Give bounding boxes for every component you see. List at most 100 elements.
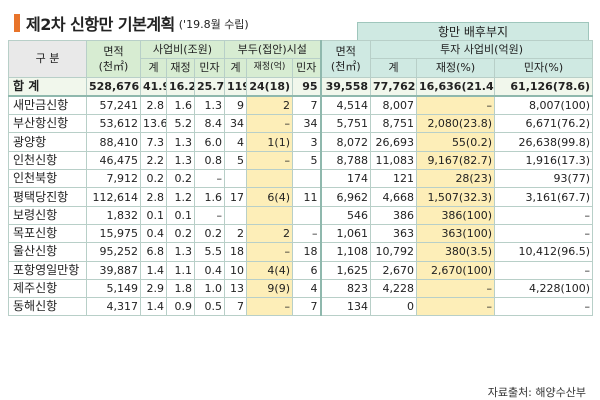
cell-h-area: 174	[319, 169, 372, 189]
cell-c-total: 13.6	[140, 114, 167, 134]
cell-p-total: 4	[224, 132, 248, 152]
cell-c-fiscal: 0.2	[166, 169, 195, 189]
cell-p-private: 6	[292, 260, 322, 280]
cell-h-fiscal: 380(3.5)	[416, 242, 496, 262]
col-header-hb-private: 민자(%)	[494, 58, 594, 78]
cell-area: 112,614	[86, 187, 141, 207]
cell-c-fiscal: 1.3	[166, 150, 195, 171]
cell-p-fiscal: –	[246, 150, 294, 171]
cell-h-area: 823	[319, 278, 372, 299]
table-row: 목포신항 15,975 0.4 0.2 0.2 2 2–1,061 363 363(100) –	[8, 223, 594, 244]
cell-p-private: 18	[292, 242, 322, 262]
cell-h-private: –	[494, 223, 594, 244]
cell-h-total: 386	[370, 205, 418, 225]
page-title: 제2차 신항만 기본계획	[26, 15, 175, 34]
cell-p-private: 95	[292, 76, 322, 97]
cell-h-area: 8,788	[319, 150, 372, 171]
cell-h-area: 5,751	[319, 114, 372, 134]
col-header-cost-private: 민자	[193, 58, 226, 78]
cell-c-fiscal: 1.3	[166, 242, 195, 262]
cell-name: 부산항신항	[8, 114, 87, 134]
cell-p-total: 10	[224, 260, 248, 280]
cell-c-total: 2.8	[140, 187, 167, 207]
cell-h-total: 26,693	[370, 132, 418, 152]
cell-h-total: 11,083	[370, 150, 418, 171]
cell-h-fiscal: 1,507(32.3)	[416, 187, 496, 207]
cell-name: 목포신항	[8, 223, 87, 244]
cell-c-private: 5.5	[193, 242, 226, 262]
table-row: 포항영일만항 39,887 1.4 1.1 0.4 10 4(4) 6 1,625 2,670 2,…	[8, 260, 594, 280]
cell-p-total	[224, 205, 248, 225]
cell-c-fiscal: 0.9	[166, 297, 195, 317]
cell-p-private: 4	[292, 278, 322, 299]
cell-p-fiscal: 4(4)	[246, 260, 294, 280]
col-header-biz-cost: 사업비(조원)	[139, 39, 226, 60]
cell-p-total: 17	[224, 187, 248, 207]
cell-c-total: 2.2	[140, 150, 167, 171]
cell-c-fiscal: 1.8	[166, 278, 195, 299]
cell-p-fiscal: 1(1)	[246, 132, 294, 152]
title-marker-icon	[14, 14, 20, 32]
cell-area: 46,475	[86, 150, 141, 171]
cell-p-total: 18	[224, 242, 248, 262]
cell-h-total: 10,792	[370, 242, 418, 262]
cell-h-private: 6,671(76.2)	[494, 114, 594, 134]
cell-name: 합 계	[8, 76, 87, 97]
col-header-hb-invest: 투자 사업비(억원)	[370, 39, 594, 60]
cell-c-private: 0.2	[193, 223, 226, 244]
cell-h-fiscal: 9,167(82.7)	[416, 150, 496, 171]
table-row: 인천북항 7,912 0.2 0.2–174 121 28(23) 93(77)	[8, 169, 594, 189]
cell-c-private: 25.7	[193, 76, 226, 97]
cell-p-total: 5	[224, 150, 248, 171]
cell-c-fiscal: 0.2	[166, 223, 195, 244]
cell-p-fiscal: 24(18)	[246, 76, 294, 97]
cell-name: 포항영일만항	[8, 260, 87, 280]
cell-area: 39,887	[86, 260, 141, 280]
cell-h-area: 1,061	[319, 223, 372, 244]
cell-h-private: 4,228(100)	[494, 278, 594, 299]
cell-p-private: 3	[292, 132, 322, 152]
hinterland-group-header: 항만 배후부지	[357, 22, 589, 41]
cell-h-fiscal: 2,670(100)	[416, 260, 496, 280]
cell-h-private: 93(77)	[494, 169, 594, 189]
cell-area: 4,317	[86, 297, 141, 317]
cell-h-total: 4,668	[370, 187, 418, 207]
col-header-hb-total: 계	[370, 58, 418, 78]
cell-p-fiscal: 2	[246, 223, 294, 244]
col-header-pier-fiscal: 재정(억)	[246, 58, 294, 78]
cell-p-private: 7	[292, 95, 322, 116]
col-header-area: 면적 (천㎡)	[86, 40, 141, 78]
table-row: 광양항 88,410 7.3 1.3 6.0 4 1(1) 3 8,072 26,693 55(0.…	[8, 132, 594, 152]
port-plan-table: 구 분 면적 (천㎡) 사업비(조원) 부두(접안)시설 면적 (천㎡) 투자 사업…	[8, 39, 594, 317]
cell-c-private: 1.3	[193, 95, 226, 116]
cell-h-private: –	[494, 297, 594, 317]
cell-name: 제주신항	[8, 278, 87, 299]
cell-p-total: 2	[224, 223, 248, 244]
cell-name: 울산신항	[8, 242, 87, 262]
cell-c-total: 0.4	[140, 223, 167, 244]
cell-name: 인천북항	[8, 169, 87, 189]
cell-c-private: 1.6	[193, 187, 226, 207]
cell-p-private: 7	[292, 297, 322, 317]
table-row: 동해신항 4,317 1.4 0.9 0.5 7–7 134 0– –	[8, 297, 594, 317]
cell-c-total: 0.2	[140, 169, 167, 189]
table-row: 제주신항 5,149 2.9 1.8 1.0 13 9(9) 4 823 4,228–4,228(…	[8, 278, 594, 299]
page-subtitle: ('19.8월 수립)	[178, 18, 249, 31]
cell-c-total: 6.8	[140, 242, 167, 262]
table-row: 울산신항 95,252 6.8 1.3 5.5 18–18 1,108 10,792 380(3…	[8, 242, 594, 262]
cell-h-total: 8,007	[370, 95, 418, 116]
cell-p-fiscal: –	[246, 242, 294, 262]
cell-c-fiscal: 0.1	[166, 205, 195, 225]
cell-p-private: 5	[292, 150, 322, 171]
cell-p-private: 34	[292, 114, 322, 134]
cell-c-total: 1.4	[140, 260, 167, 280]
cell-name: 동해신항	[8, 297, 87, 317]
title-block: 제2차 신항만 기본계획 ('19.8월 수립)	[14, 10, 249, 36]
cell-h-private: 1,916(17.3)	[494, 150, 594, 171]
table-row: 보령신항 1,832 0.1 0.1–546 386 386(100) –	[8, 205, 594, 225]
cell-c-fiscal: 16.2	[166, 76, 195, 97]
cell-h-area: 134	[319, 297, 372, 317]
cell-h-fiscal: –	[416, 95, 496, 116]
cell-name: 보령신항	[8, 205, 87, 225]
cell-p-private: –	[292, 223, 322, 244]
